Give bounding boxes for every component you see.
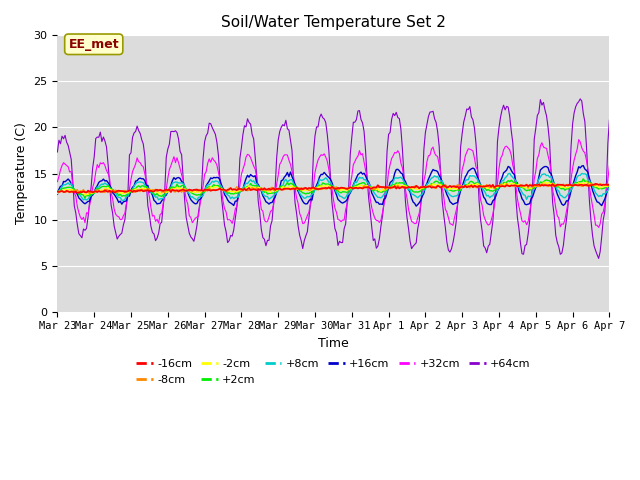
Y-axis label: Temperature (C): Temperature (C) [15, 122, 28, 225]
X-axis label: Time: Time [318, 337, 349, 350]
Title: Soil/Water Temperature Set 2: Soil/Water Temperature Set 2 [221, 15, 446, 30]
Text: EE_met: EE_met [68, 38, 119, 51]
Legend: -16cm, -8cm, -2cm, +2cm, +8cm, +16cm, +32cm, +64cm: -16cm, -8cm, -2cm, +2cm, +8cm, +16cm, +3… [132, 355, 535, 389]
